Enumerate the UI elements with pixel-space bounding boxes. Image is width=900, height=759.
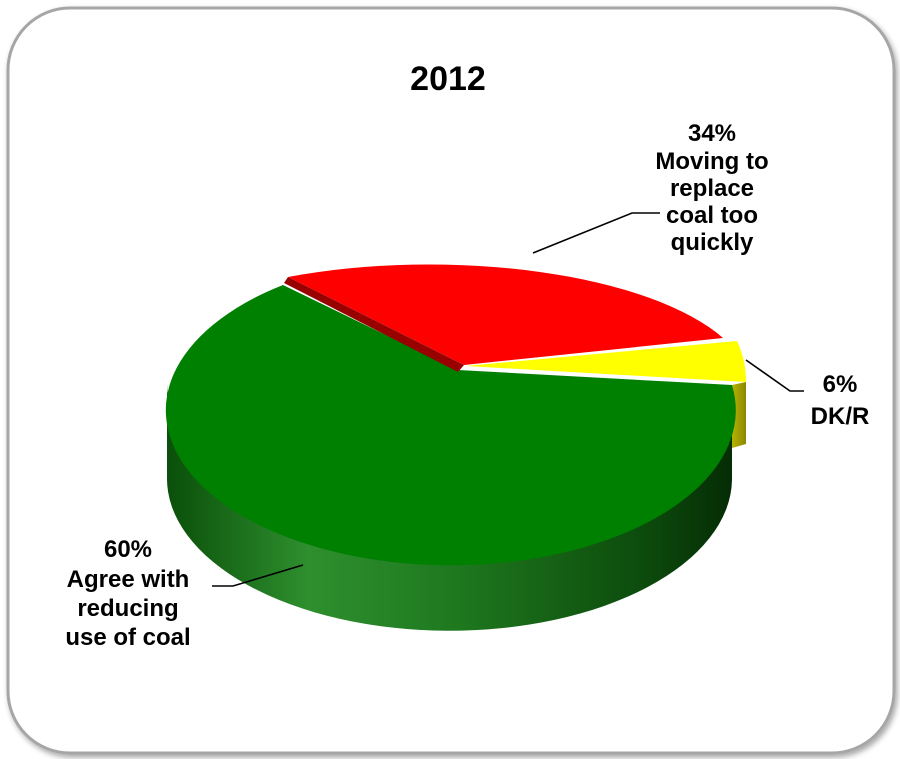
data-label-line: Moving to [655, 148, 768, 175]
leader-dkr [745, 359, 804, 392]
slice-dkr [466, 341, 746, 382]
slice-green-side [166, 382, 733, 631]
slice-agree [165, 285, 736, 566]
slice-moving-too-quickly [288, 264, 723, 365]
data-labels: 34% Moving to replace coal too quickly 6% D… [65, 120, 869, 651]
leader-agree [212, 564, 304, 587]
data-label-agree-text: Agree with reducing use of coal [65, 566, 190, 651]
pie-slices [165, 264, 746, 566]
data-label-agree-value: 60% [104, 536, 152, 563]
data-label-moving-too-quickly-text: Moving to replace coal too quickly [655, 148, 768, 256]
data-label-line: quickly [671, 229, 754, 256]
data-label-dkr-text: DK/R [811, 403, 870, 430]
data-label-line: use of coal [65, 624, 190, 651]
leader-lines [212, 212, 804, 587]
data-label-line: Agree with [67, 566, 190, 593]
slice-red-edge [284, 277, 464, 372]
chart-title: 2012 [410, 60, 486, 98]
data-label-dkr-value: 6% [823, 371, 858, 398]
data-label-moving-too-quickly-value: 34% [688, 120, 736, 147]
data-label-line: reducing [77, 595, 178, 622]
data-label-line: replace [670, 175, 754, 202]
leader-moving-too-quickly [532, 212, 660, 254]
data-label-line: coal too [666, 202, 758, 229]
slice-sides [166, 382, 746, 631]
slice-yellow-side [732, 382, 746, 448]
